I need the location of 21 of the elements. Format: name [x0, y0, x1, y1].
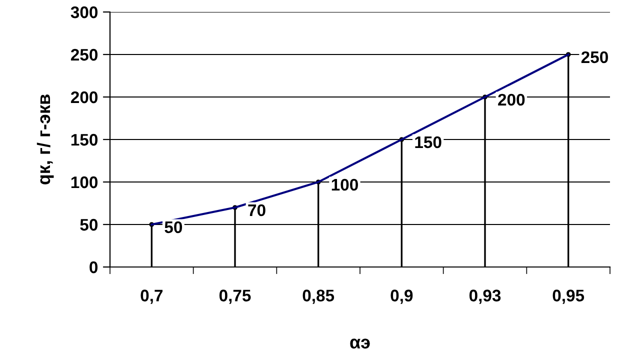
data-label: 70 — [248, 204, 266, 216]
y-tick-label: 250 — [70, 48, 98, 61]
y-tick-label: 50 — [80, 218, 98, 231]
y-tick-label: 200 — [70, 91, 98, 104]
y-tick-label: 100 — [71, 176, 98, 188]
x-tick-label: 0,93 — [469, 290, 501, 304]
x-tick-label: 0,7 — [140, 290, 163, 304]
x-tick-label: 0,95 — [552, 290, 584, 304]
data-label: 200 — [498, 94, 525, 106]
data-label: 100 — [332, 178, 358, 191]
x-axis-title: αэ — [350, 338, 370, 349]
y-tick-label: 300 — [70, 6, 98, 18]
data-label: 50 — [164, 221, 182, 234]
y-axis-title: qк, г/ г-экв — [36, 94, 54, 184]
y-tick-label: 150 — [71, 134, 98, 146]
y-tick-label: 0 — [90, 261, 98, 274]
x-tick-label: 0,9 — [390, 290, 413, 304]
x-tick-label: 0,85 — [302, 290, 334, 304]
data-label: 250 — [581, 51, 608, 64]
data-label: 150 — [415, 136, 442, 148]
x-tick-label: 0,75 — [219, 290, 251, 304]
